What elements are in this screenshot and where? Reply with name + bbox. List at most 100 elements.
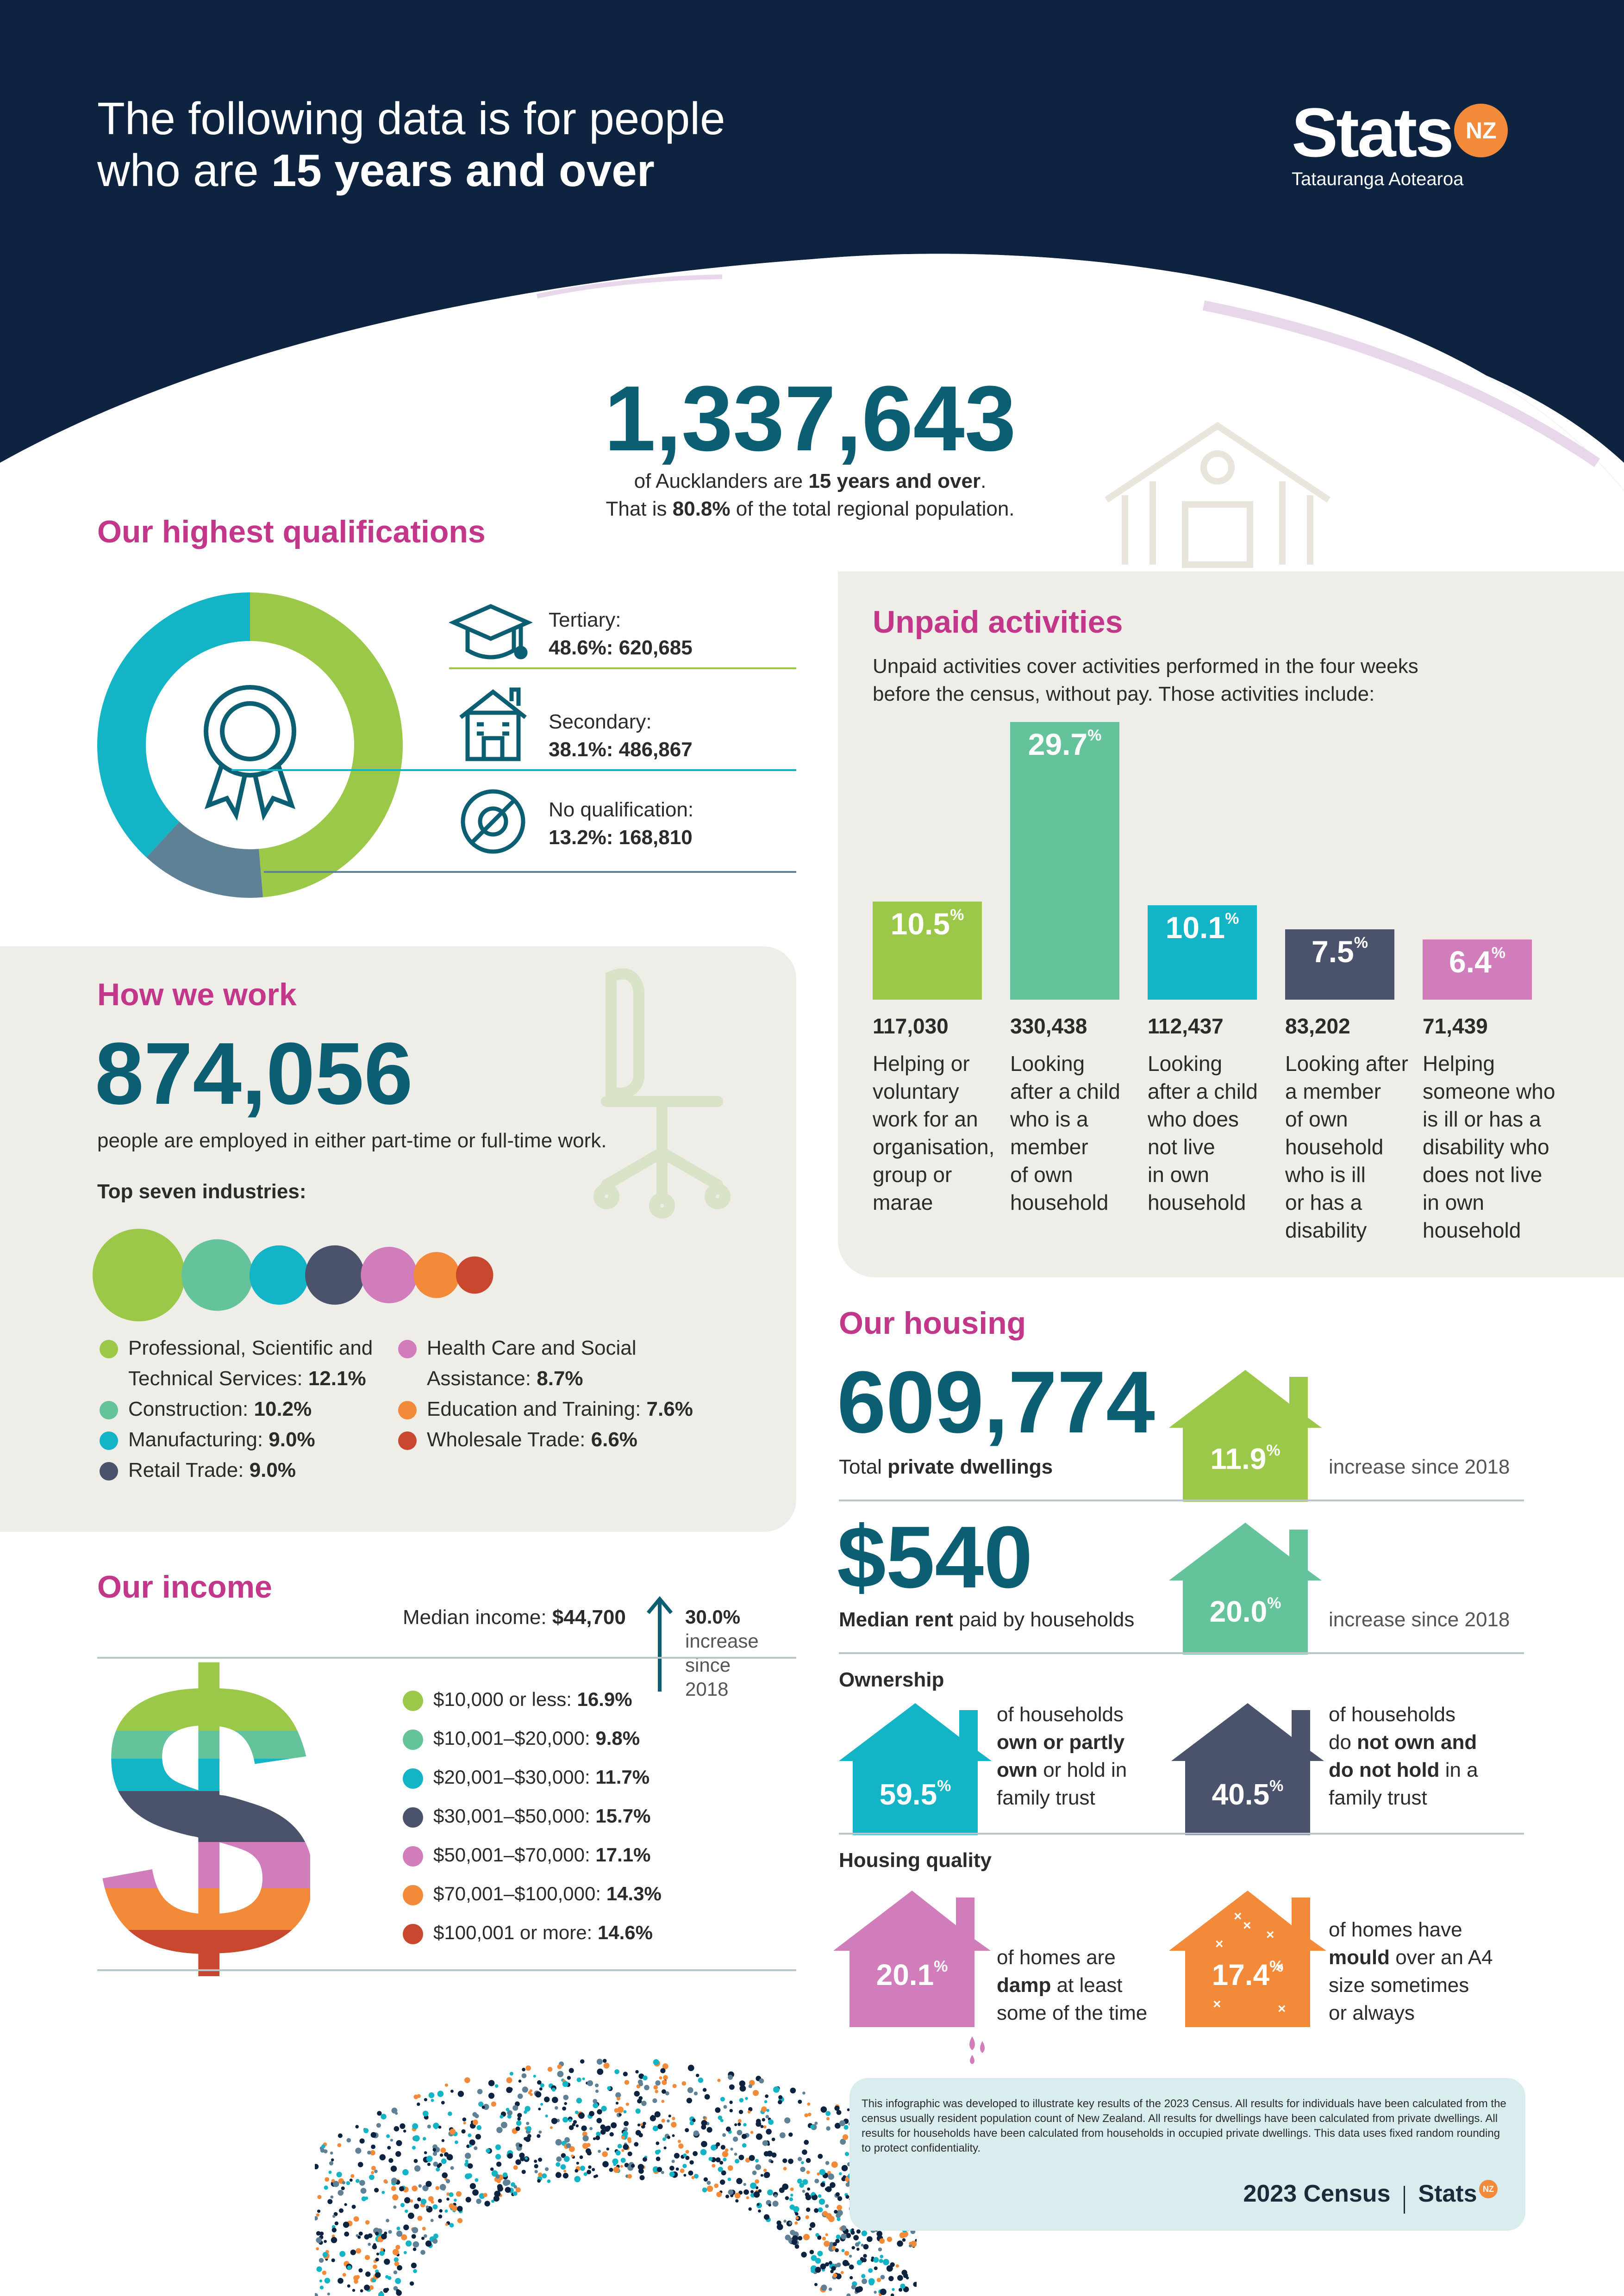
pattern-dot (446, 2154, 453, 2160)
pattern-dot (693, 2091, 698, 2096)
pattern-dot (388, 2158, 394, 2163)
pattern-dot (810, 2222, 815, 2227)
footer-divider (1403, 2185, 1405, 2214)
logo-badge: NZ (1454, 104, 1508, 157)
pattern-dot (600, 2129, 606, 2135)
pattern-dot (323, 2149, 328, 2153)
unpaid-description-child-in-household: Looking after a child who is a member of own… (1010, 1050, 1120, 1216)
pattern-dot (879, 2238, 885, 2244)
pattern-dot (696, 2073, 700, 2078)
pattern-dot (665, 2091, 669, 2096)
pattern-dot (360, 2188, 367, 2194)
intro-line2: That is 80.8% of the total regional popu… (556, 495, 1065, 523)
svg-text:×: × (1243, 1918, 1251, 1933)
unpaid-description-line: not live (1148, 1135, 1215, 1159)
pattern-dot (720, 2179, 725, 2185)
pattern-dot (552, 2097, 558, 2103)
pattern-dot (580, 2165, 585, 2171)
pattern-dot (874, 2290, 877, 2294)
decorative-dot-pattern (315, 2059, 917, 2296)
pattern-dot (791, 2239, 798, 2245)
pattern-dot (316, 2231, 321, 2236)
damp-text-line: some of the time (997, 2002, 1148, 2024)
unpaid-title: Unpaid activities (873, 604, 1123, 640)
pattern-dot (436, 2167, 440, 2172)
pattern-dot (372, 2244, 377, 2250)
pattern-dot (359, 2138, 365, 2144)
pattern-dot (495, 2154, 501, 2160)
pattern-dot (321, 2144, 325, 2148)
work-title: How we work (97, 977, 297, 1012)
pattern-dot (324, 2185, 328, 2190)
industry-bubble-professional (93, 1229, 185, 1321)
pattern-dot (689, 2121, 694, 2126)
pattern-dot (873, 2257, 879, 2263)
pattern-dot (743, 2123, 747, 2127)
pattern-dot (602, 2161, 609, 2167)
pattern-dot (347, 2284, 350, 2288)
pattern-dot (729, 2084, 735, 2090)
pattern-dot (643, 2157, 647, 2162)
pattern-dot (539, 2087, 543, 2091)
pattern-dot (812, 2194, 818, 2201)
pattern-dot (356, 2178, 360, 2183)
pattern-dot (425, 2240, 432, 2247)
pattern-dot (631, 2164, 635, 2168)
pattern-dot (625, 2103, 629, 2106)
pattern-dot (811, 2255, 817, 2261)
pattern-dot (576, 2161, 579, 2165)
pattern-dot (428, 2196, 434, 2202)
unpaid-description-line: after a child (1010, 1079, 1120, 1103)
pattern-dot (521, 2170, 526, 2174)
pattern-dot (706, 2185, 713, 2192)
pattern-dot (722, 2151, 729, 2158)
pattern-dot (516, 2120, 522, 2126)
pattern-dot (828, 2173, 834, 2180)
pattern-dot (635, 2108, 641, 2114)
pattern-dot (723, 2158, 727, 2162)
pattern-dot (500, 2122, 507, 2128)
pattern-dot (600, 2124, 606, 2130)
pattern-dot (333, 2181, 339, 2187)
pattern-dot (495, 2144, 501, 2150)
damp-text-bold: damp (997, 1974, 1051, 1997)
pattern-dot (765, 2115, 769, 2119)
pattern-dot (776, 2223, 783, 2230)
pattern-dot (538, 2130, 542, 2134)
pattern-dot (836, 2213, 841, 2218)
pattern-dot (674, 2153, 680, 2159)
income-band-label: $100,001 or more: (433, 1922, 598, 1943)
pattern-dot (391, 2186, 396, 2191)
pattern-dot (849, 2254, 852, 2258)
pattern-dot (545, 2114, 548, 2118)
pattern-dot (663, 2075, 668, 2080)
pattern-dot (538, 2108, 541, 2110)
pattern-dot (572, 2123, 575, 2127)
unpaid-description-line: in own (1423, 1190, 1484, 1214)
pattern-dot (687, 2065, 694, 2072)
house-icon-dwellings-increase: 11.9% (1169, 1368, 1322, 1502)
pattern-dot (562, 2106, 566, 2111)
pattern-dot (733, 2136, 738, 2142)
pattern-dot (365, 2220, 370, 2225)
pattern-dot (755, 2159, 759, 2163)
pattern-dot (490, 2167, 494, 2171)
pattern-dot (799, 2183, 804, 2188)
pattern-dot (431, 2098, 434, 2102)
pattern-dot (849, 2265, 854, 2270)
pattern-dot (582, 2135, 589, 2141)
pattern-dot (422, 2185, 429, 2191)
pattern-dot (768, 2203, 771, 2207)
pattern-dot (562, 2081, 568, 2087)
pattern-dot (637, 2164, 644, 2170)
pattern-dot (701, 2140, 707, 2147)
pattern-dot (845, 2233, 851, 2238)
pattern-dot (495, 2174, 500, 2179)
pattern-dot (381, 2114, 387, 2120)
pattern-dot (685, 2128, 689, 2133)
pattern-dot (615, 2150, 621, 2156)
pattern-dot (868, 2268, 873, 2273)
pattern-dot (411, 2262, 417, 2269)
pattern-dot (760, 2125, 764, 2128)
header-title-bold: 15 years and over (271, 145, 655, 196)
